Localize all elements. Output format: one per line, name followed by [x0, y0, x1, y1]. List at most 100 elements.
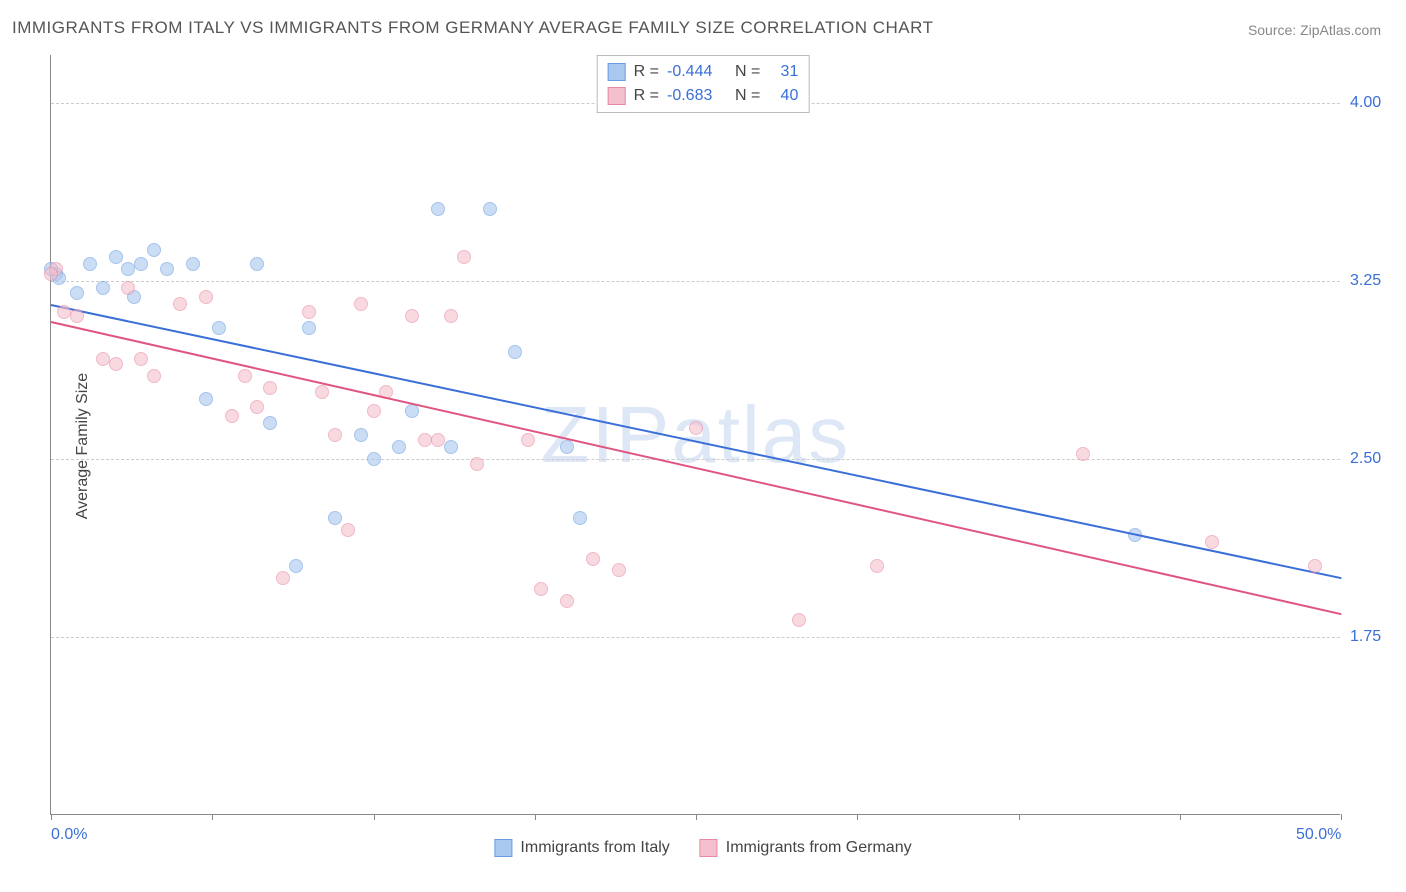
scatter-point [134, 352, 148, 366]
scatter-point [70, 309, 84, 323]
scatter-point [328, 428, 342, 442]
y-tick-label: 4.00 [1350, 94, 1400, 112]
legend-series-label: Immigrants from Italy [520, 839, 669, 857]
scatter-point [573, 511, 587, 525]
scatter-point [431, 202, 445, 216]
scatter-point [121, 262, 135, 276]
scatter-point [225, 409, 239, 423]
scatter-point [70, 286, 84, 300]
scatter-point [212, 321, 226, 335]
scatter-point [521, 433, 535, 447]
n-label: N = [735, 84, 760, 108]
scatter-point [250, 257, 264, 271]
legend-swatch [700, 839, 718, 857]
scatter-point [444, 309, 458, 323]
legend-swatch [494, 839, 512, 857]
correlation-legend: R = -0.444 N = 31 R = -0.683 N = 40 [597, 55, 810, 113]
scatter-point [1308, 559, 1322, 573]
x-tick-label: 50.0% [1296, 826, 1341, 844]
scatter-point [289, 559, 303, 573]
scatter-point [160, 262, 174, 276]
legend-series-label: Immigrants from Germany [726, 839, 912, 857]
scatter-point [418, 433, 432, 447]
x-tick [696, 814, 697, 820]
scatter-point [354, 297, 368, 311]
scatter-point [147, 243, 161, 257]
scatter-point [199, 392, 213, 406]
scatter-point [1205, 535, 1219, 549]
scatter-point [96, 352, 110, 366]
scatter-point [173, 297, 187, 311]
y-tick-label: 3.25 [1350, 272, 1400, 290]
scatter-point [612, 563, 626, 577]
chart-title: IMMIGRANTS FROM ITALY VS IMMIGRANTS FROM… [12, 18, 933, 38]
scatter-point [689, 421, 703, 435]
scatter-point [354, 428, 368, 442]
scatter-point [483, 202, 497, 216]
x-tick [1019, 814, 1020, 820]
scatter-point [870, 559, 884, 573]
legend-series-item: Immigrants from Germany [700, 839, 912, 857]
r-label: R = [634, 84, 659, 108]
scatter-point [341, 523, 355, 537]
x-tick [212, 814, 213, 820]
legend-stat-row: R = -0.444 N = 31 [608, 60, 799, 84]
scatter-point [508, 345, 522, 359]
r-value: -0.444 [667, 60, 727, 84]
scatter-point [263, 381, 277, 395]
scatter-point [302, 321, 316, 335]
x-tick [51, 814, 52, 820]
scatter-point [431, 433, 445, 447]
scatter-point [263, 416, 277, 430]
scatter-point [238, 369, 252, 383]
scatter-point [44, 267, 58, 281]
plot-area: ZIPatlas 1.752.503.254.000.0%50.0% [50, 55, 1340, 815]
scatter-point [109, 357, 123, 371]
y-tick-label: 1.75 [1350, 628, 1400, 646]
scatter-point [147, 369, 161, 383]
scatter-point [586, 552, 600, 566]
n-label: N = [735, 60, 760, 84]
legend-series-item: Immigrants from Italy [494, 839, 669, 857]
scatter-point [444, 440, 458, 454]
n-value: 40 [768, 84, 798, 108]
scatter-point [57, 305, 71, 319]
scatter-point [457, 250, 471, 264]
scatter-point [392, 440, 406, 454]
scatter-point [109, 250, 123, 264]
scatter-point [121, 281, 135, 295]
scatter-point [328, 511, 342, 525]
x-tick [374, 814, 375, 820]
scatter-point [276, 571, 290, 585]
scatter-point [405, 404, 419, 418]
x-tick [535, 814, 536, 820]
trend-line [51, 304, 1341, 579]
scatter-point [560, 440, 574, 454]
scatter-point [302, 305, 316, 319]
scatter-point [560, 594, 574, 608]
scatter-point [199, 290, 213, 304]
x-tick [1180, 814, 1181, 820]
scatter-point [186, 257, 200, 271]
scatter-point [405, 309, 419, 323]
scatter-point [470, 457, 484, 471]
x-tick-label: 0.0% [51, 826, 87, 844]
scatter-point [1076, 447, 1090, 461]
n-value: 31 [768, 60, 798, 84]
r-label: R = [634, 60, 659, 84]
scatter-point [134, 257, 148, 271]
series-legend: Immigrants from Italy Immigrants from Ger… [494, 839, 911, 857]
scatter-point [250, 400, 264, 414]
scatter-point [83, 257, 97, 271]
scatter-point [792, 613, 806, 627]
gridline-horizontal [51, 281, 1340, 282]
gridline-horizontal [51, 459, 1340, 460]
x-tick [857, 814, 858, 820]
gridline-horizontal [51, 637, 1340, 638]
r-value: -0.683 [667, 84, 727, 108]
source-label: Source: ZipAtlas.com [1248, 22, 1381, 38]
legend-stat-row: R = -0.683 N = 40 [608, 84, 799, 108]
x-tick [1341, 814, 1342, 820]
scatter-point [315, 385, 329, 399]
scatter-point [96, 281, 110, 295]
